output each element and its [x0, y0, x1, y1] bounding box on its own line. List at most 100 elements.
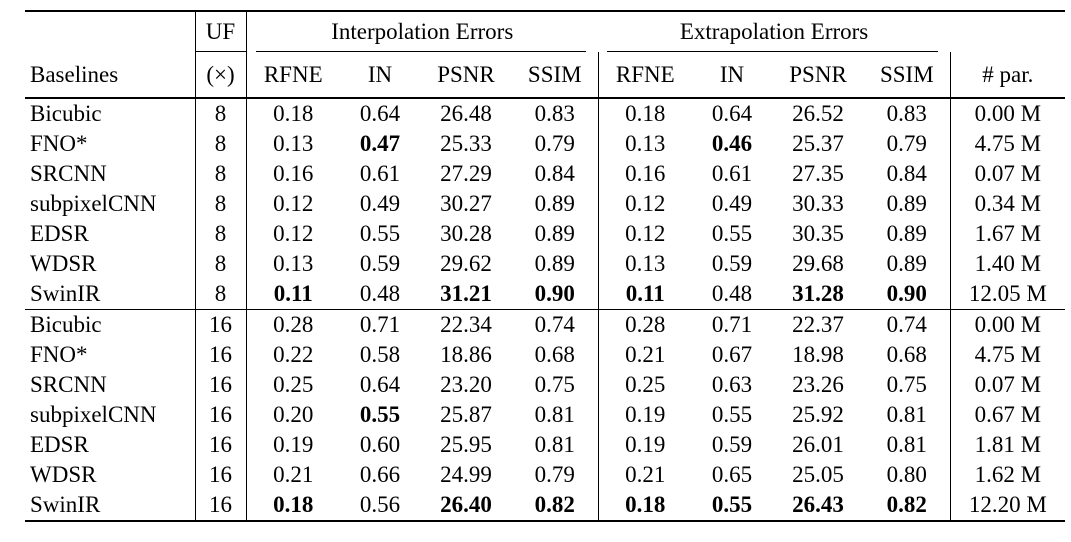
- table-row: subpixelCNN 16 0.20 0.55 25.87 0.81 0.19 0.55 25…: [25, 400, 1066, 430]
- extrap-in-value: 0.67: [711, 342, 753, 367]
- uf-value: 16: [194, 430, 247, 460]
- extrap-psnr-value: 30.33: [792, 191, 844, 216]
- interp-ssim-value: 0.81: [534, 432, 575, 457]
- table-row: FNO* 16 0.22 0.58 18.86 0.68 0.21 0.67 18.98 0.68…: [25, 340, 1066, 370]
- interp-rfne-value: 0.13: [273, 131, 314, 156]
- extrap-ssim-value: 0.84: [886, 161, 927, 186]
- extrap-in-value: 0.59: [711, 251, 753, 276]
- uf-group-header: UF: [194, 11, 247, 52]
- interp-in-value: 0.55: [359, 221, 401, 246]
- interp-rfne-value: 0.28: [246, 309, 340, 340]
- uf-times-header: (×): [194, 52, 247, 99]
- baseline-name: Bicubic: [25, 309, 195, 340]
- table-row: FNO* 8 0.13 0.47 25.33 0.79 0.13 0.46 25.37 0.79 4…: [25, 129, 1066, 159]
- extrap-group-header: Extrapolation Errors: [598, 11, 950, 52]
- extrap-psnr-value: 26.43: [792, 492, 844, 517]
- extrap-rfne-value: 0.21: [597, 340, 693, 370]
- interp-in-value: 0.49: [359, 191, 401, 216]
- params-header: # par.: [949, 52, 1066, 99]
- baseline-name: WDSR: [30, 462, 97, 487]
- group-header-row: UF Interpolation Errors Extrapolation Er…: [25, 11, 1065, 52]
- interp-psnr-value: 31.21: [440, 281, 492, 306]
- interp-rfne-header: RFNE: [246, 52, 340, 99]
- table-row: Bicubic 16 0.28 0.71 22.34 0.74 0.28 0.71 22.37 0…: [25, 309, 1066, 340]
- interp-psnr-value: 30.27: [440, 191, 492, 216]
- extrap-in-value: 0.65: [711, 462, 753, 487]
- baseline-name: SRCNN: [30, 161, 107, 186]
- corner-spacer: [25, 11, 195, 52]
- extrap-rfne-value: 0.28: [597, 309, 693, 340]
- extrap-in-value: 0.46: [711, 131, 753, 156]
- extrap-psnr-value: 26.01: [792, 432, 844, 457]
- interp-rfne-value: 0.12: [273, 191, 314, 216]
- uf-value: 8: [194, 249, 247, 279]
- table-row: Bicubic 8 0.18 0.64 26.48 0.83 0.18 0.64 26.52 0.…: [25, 98, 1066, 129]
- interp-in-value: 0.48: [359, 281, 401, 306]
- extrap-ssim-value: 0.80: [886, 462, 927, 487]
- interp-rfne-value: 0.22: [273, 342, 314, 367]
- param-count: 0.00 M: [949, 309, 1066, 340]
- interp-rfne-value: 0.11: [273, 281, 313, 306]
- uf-value: 16: [194, 400, 247, 430]
- extrap-psnr-value: 26.52: [792, 101, 844, 126]
- param-count: 0.34 M: [949, 189, 1066, 219]
- uf-value: 16: [194, 340, 247, 370]
- extrap-ssim-value: 0.74: [864, 309, 951, 340]
- param-count: 1.81 M: [949, 430, 1066, 460]
- interp-psnr-value: 22.34: [420, 309, 512, 340]
- extrap-rfne-value: 0.16: [597, 159, 693, 189]
- interp-in-value: 0.59: [359, 251, 401, 276]
- interp-psnr-value: 24.99: [440, 462, 492, 487]
- extrap-rfne-value: 0.11: [597, 279, 693, 310]
- baselines-header: Baselines: [25, 52, 195, 99]
- interp-psnr-value: 25.33: [440, 131, 492, 156]
- interp-in-value: 0.56: [359, 492, 401, 517]
- interp-ssim-value: 0.79: [534, 462, 575, 487]
- uf-value: 8: [194, 98, 247, 129]
- interp-in-value: 0.55: [359, 402, 401, 427]
- interp-ssim-header: SSIM: [512, 52, 599, 99]
- extrap-in-value: 0.55: [711, 402, 753, 427]
- uf-value: 16: [194, 309, 247, 340]
- extrap-ssim-value: 0.82: [886, 492, 927, 517]
- extrap-rfne-value: 0.21: [597, 460, 693, 490]
- extrap-ssim-value: 0.90: [886, 281, 927, 306]
- interp-psnr-value: 30.28: [440, 221, 492, 246]
- interp-in-value: 0.64: [359, 372, 401, 397]
- extrap-rfne-value: 0.19: [597, 400, 693, 430]
- extrap-rfne-value: 0.25: [597, 370, 693, 400]
- interp-psnr-value: 18.86: [440, 342, 492, 367]
- table-row: SwinIR 8 0.11 0.48 31.21 0.90 0.11 0.48 31.28 0.9…: [25, 279, 1066, 310]
- param-count: 1.62 M: [949, 460, 1066, 490]
- interp-in-value: 0.58: [359, 342, 401, 367]
- extrap-in-value: 0.63: [711, 372, 753, 397]
- baseline-name: EDSR: [30, 221, 89, 246]
- baseline-name: SwinIR: [30, 281, 101, 306]
- extrap-ssim-header: SSIM: [864, 52, 951, 99]
- extrap-in-value: 0.48: [711, 281, 753, 306]
- baseline-name: Bicubic: [30, 101, 102, 126]
- interp-rfne-value: 0.21: [273, 462, 314, 487]
- param-count: 4.75 M: [949, 129, 1066, 159]
- interp-rfne-value: 0.13: [273, 251, 314, 276]
- extrap-in-value: 0.59: [711, 432, 753, 457]
- column-header-row: Baselines (×) RFNE IN PSNR SSIM RFNE IN …: [25, 52, 1066, 99]
- table-row: WDSR 16 0.21 0.66 24.99 0.79 0.21 0.65 25.05 0.80…: [25, 460, 1066, 490]
- interp-ssim-value: 0.74: [512, 309, 599, 340]
- table-row: WDSR 8 0.13 0.59 29.62 0.89 0.13 0.59 29.68 0.89 1…: [25, 249, 1066, 279]
- param-count: 0.67 M: [949, 400, 1066, 430]
- extrap-ssim-value: 0.68: [886, 342, 927, 367]
- interp-rfne-value: 0.19: [273, 432, 314, 457]
- extrap-in-value: 0.55: [711, 492, 753, 517]
- extrap-rfne-value: 0.18: [597, 98, 693, 129]
- table-row: subpixelCNN 8 0.12 0.49 30.27 0.89 0.12 0.49 30.…: [25, 189, 1066, 219]
- extrap-psnr-value: 31.28: [792, 281, 844, 306]
- uf-value: 16: [194, 460, 247, 490]
- uf-value: 16: [194, 490, 247, 521]
- interp-ssim-value: 0.68: [534, 342, 575, 367]
- extrap-in-value: 0.64: [711, 101, 753, 126]
- extrap-rfne-value: 0.12: [597, 189, 693, 219]
- params-spacer: [950, 11, 1065, 52]
- baselines-results-table-figure: UF Interpolation Errors Extrapolation Er…: [25, 10, 1066, 522]
- param-count: 0.00 M: [949, 98, 1066, 129]
